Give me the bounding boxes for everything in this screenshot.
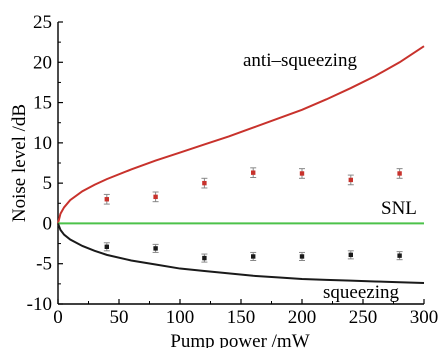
anti-squeezing-data-point [251, 170, 256, 175]
squeezing-data-point [251, 254, 256, 259]
x-tick-label: 200 [288, 307, 317, 328]
y-axis-title: Noise level /dB [9, 104, 30, 222]
x-tick-label: 300 [410, 307, 439, 328]
anti-squeezing-data-point [397, 171, 402, 176]
anti-squeezing-data-point [202, 180, 207, 186]
squeezing-data-point [299, 254, 305, 259]
y-tick-label: 15 [33, 93, 52, 114]
anti-squeezing-curve [57, 45, 425, 224]
squeezing-data-point [348, 252, 353, 258]
anti-squeezing-data-point [153, 194, 158, 200]
squeezing-label: squeezing [323, 282, 399, 303]
anti-squeezing-data-point [104, 197, 109, 202]
x-tick-label: 50 [110, 307, 129, 328]
x-axis-title: Pump power /mW [170, 331, 309, 348]
x-tick-label: 0 [53, 307, 63, 328]
squeezing-data-point [104, 244, 109, 249]
y-tick-label: 10 [33, 133, 52, 154]
squeezing-curve [57, 223, 425, 285]
plot-area: 0 50 100 150 200 250 300 -10 -5 0 5 10 15 20 25 [27, 12, 439, 328]
squeezing-data-point [153, 246, 158, 251]
anti-squeezing-data-point [299, 171, 305, 176]
squeezing-data-point [397, 253, 402, 258]
squeezing-data-point [202, 255, 207, 261]
x-tick-label: 100 [166, 307, 195, 328]
snl-label: SNL [381, 198, 417, 219]
anti-squeezing-data-point [348, 177, 353, 183]
y-tick-label: -10 [27, 294, 52, 315]
y-tick-label: 25 [33, 12, 52, 33]
y-tick-label: 0 [43, 213, 53, 234]
y-tick-label: 20 [33, 52, 52, 73]
y-tick-label: -5 [36, 254, 52, 275]
x-tick-label: 250 [349, 307, 378, 328]
y-tick-label: 5 [43, 173, 53, 194]
x-tick-label: 150 [227, 307, 256, 328]
anti-squeezing-label: anti–squeezing [243, 50, 357, 71]
